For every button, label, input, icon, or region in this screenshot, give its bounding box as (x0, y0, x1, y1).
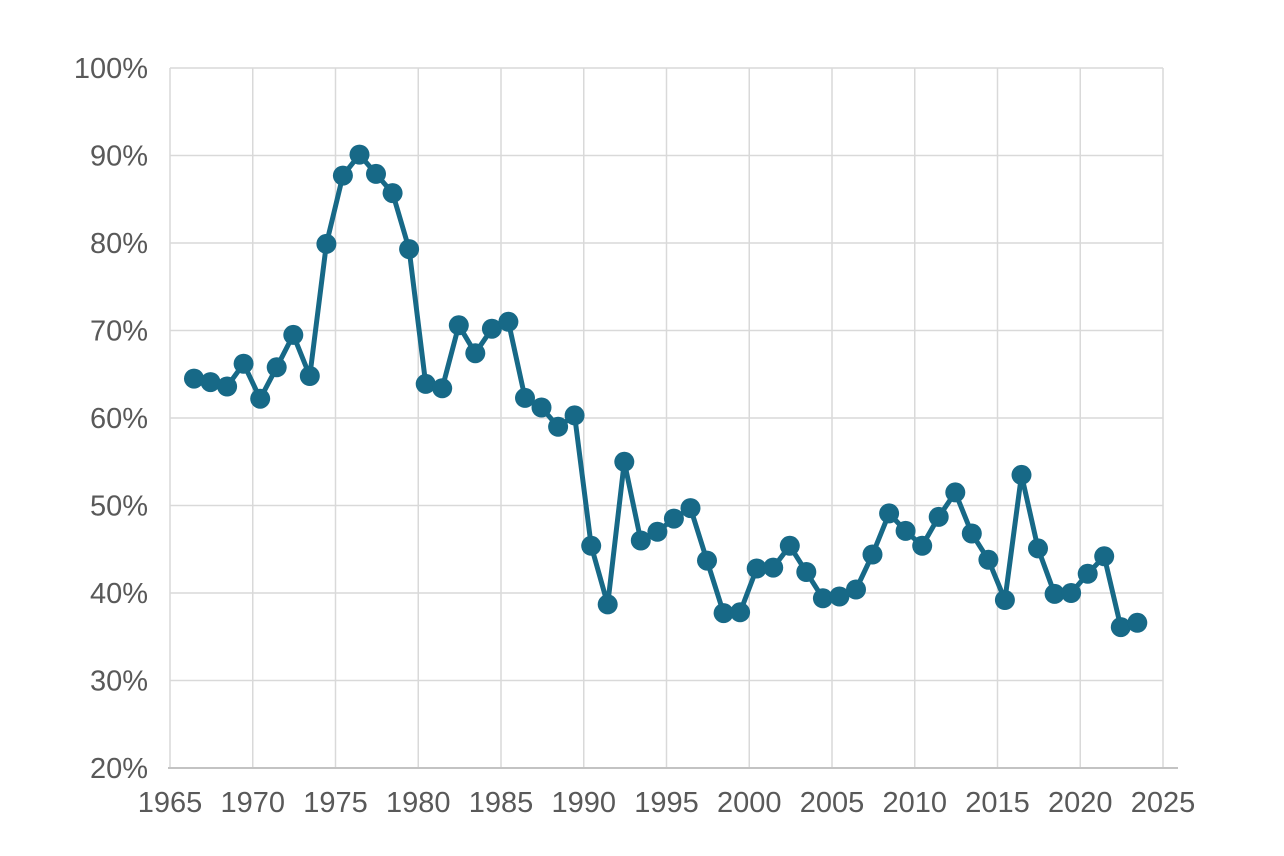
x-tick-label: 1975 (303, 787, 368, 819)
data-point (349, 144, 370, 165)
data-point (961, 523, 982, 544)
data-point (498, 311, 519, 332)
data-point (779, 535, 800, 556)
x-tick-label: 1965 (138, 787, 203, 819)
x-tick-label: 2005 (800, 787, 865, 819)
x-tick-label: 2000 (717, 787, 782, 819)
data-point (994, 590, 1015, 610)
data-point (515, 387, 535, 408)
data-point (1011, 464, 1032, 485)
data-point (432, 378, 453, 399)
data-point (978, 549, 999, 570)
data-point (465, 343, 486, 364)
data-point (283, 324, 304, 345)
data-point (928, 506, 949, 527)
data-point (481, 318, 502, 339)
data-point (366, 163, 386, 184)
data-point (316, 233, 337, 254)
data-point (184, 368, 204, 389)
data-point (531, 397, 552, 418)
x-tick-label: 1980 (386, 787, 451, 819)
data-point (581, 535, 602, 556)
x-tick-label: 1990 (551, 787, 616, 819)
data-point (233, 353, 254, 374)
data-point (1110, 617, 1131, 638)
data-point (862, 544, 883, 565)
data-point (399, 239, 420, 260)
data-point (879, 503, 900, 524)
data-point (663, 508, 684, 529)
data-point (680, 498, 701, 519)
data-point (746, 558, 767, 579)
data-point (1044, 583, 1065, 604)
x-tick-label: 1995 (634, 787, 699, 819)
data-point (299, 366, 320, 386)
series-line (191, 152, 1140, 630)
data-point (763, 557, 784, 578)
x-tick-label: 2010 (882, 787, 947, 819)
data-point (614, 451, 635, 472)
data-point (217, 376, 238, 397)
y-tick-label: 70% (90, 316, 148, 348)
data-point (597, 594, 618, 615)
data-point (448, 315, 469, 336)
y-tick-label: 20% (90, 753, 148, 785)
data-point (266, 357, 287, 378)
y-tick-label: 30% (90, 666, 148, 698)
data-points-group (184, 144, 1148, 638)
data-point (564, 405, 585, 426)
data-point (382, 183, 403, 204)
data-point (912, 535, 933, 556)
data-point (548, 416, 569, 437)
data-point (796, 562, 817, 582)
data-point (713, 603, 734, 624)
data-point (945, 482, 966, 503)
x-axis-labels: 1965 1970 1975 1980 1985 1990 1995 2000 2005 2010… (138, 787, 1196, 819)
data-point (647, 521, 668, 542)
data-point (630, 530, 651, 551)
data-point (250, 388, 271, 409)
y-tick-label: 40% (90, 578, 148, 610)
y-axis-labels: 20% 30% 40% 50% 60% 70% 80% 90% 100% (74, 53, 148, 785)
y-tick-label: 100% (74, 53, 148, 85)
data-point (812, 588, 833, 609)
data-point (1127, 612, 1148, 633)
x-tick-label: 2020 (1048, 787, 1113, 819)
y-tick-label: 90% (90, 141, 148, 173)
data-point (895, 520, 916, 541)
data-point (1028, 538, 1048, 559)
x-tick-label: 2025 (1131, 787, 1196, 819)
data-point (415, 373, 436, 394)
data-point (829, 586, 850, 607)
x-tick-label: 1985 (469, 787, 534, 819)
y-tick-label: 50% (90, 491, 148, 523)
data-point (1094, 546, 1115, 567)
x-tick-label: 1970 (220, 787, 285, 819)
x-tick-label: 2015 (965, 787, 1030, 819)
data-point (200, 372, 221, 393)
data-point (332, 165, 353, 186)
data-point (730, 602, 751, 623)
data-point (846, 579, 866, 600)
data-point (1077, 563, 1098, 584)
y-tick-label: 80% (90, 228, 148, 260)
data-point (697, 550, 717, 571)
data-point (1061, 583, 1082, 603)
y-tick-label: 60% (90, 403, 148, 435)
